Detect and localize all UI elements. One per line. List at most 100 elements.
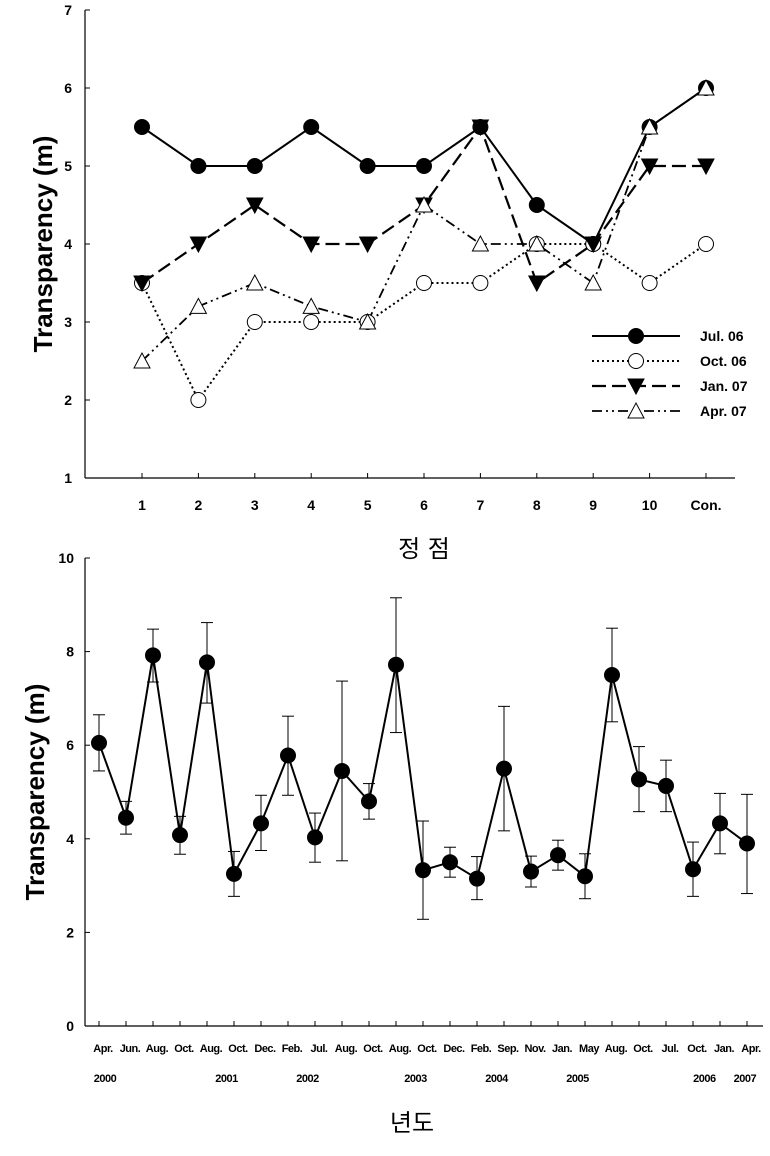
chart-1-data-point — [246, 158, 263, 174]
chart-1-xtick-label: 4 — [307, 497, 315, 513]
chart-1-data-point — [358, 312, 377, 330]
chart-1-data-point — [303, 119, 320, 135]
chart-1-data-point — [133, 351, 151, 369]
chart-2-ytick-label: 4 — [66, 831, 74, 847]
chart-1-data-point — [416, 158, 432, 174]
chart-2-xtick-label: Aug. — [146, 1043, 169, 1055]
chart-1-data-point — [190, 158, 207, 174]
chart-2-xtick-label: Dec. — [254, 1043, 276, 1055]
chart-1-ytick-label: 4 — [64, 236, 72, 252]
chart-2-year-label: 2005 — [566, 1073, 589, 1085]
chart-1: 1 2 3 4 5 6 7 1 2 3 4 5 6 7 8 9 10 Con. Jul. 06 Oct. 06 Ja… — [28, 2, 748, 563]
chart-1-data-point — [133, 275, 151, 293]
chart-1-xtick-label: 1 — [138, 497, 146, 513]
chart-2-xtick-label: Oct. — [687, 1043, 707, 1055]
chart-2-xlabel: 년도 — [390, 1109, 434, 1137]
chart-1-data-point — [415, 195, 433, 213]
chart-2-data-point — [145, 647, 161, 664]
chart-2-year-label: 2004 — [485, 1073, 509, 1085]
chart-1-data-point — [640, 158, 659, 176]
chart-2-data-point — [442, 854, 458, 871]
chart-2-year-label: 2003 — [404, 1073, 427, 1085]
chart-1-xtick-label: 2 — [195, 497, 203, 513]
chart-2-xtick-label: Dec. — [443, 1043, 465, 1055]
chart-1-ylabel: Transparency (m) — [28, 136, 58, 353]
chart-1-xlabel: 정 점 — [398, 535, 450, 563]
chart-2-xtick-label: Jun. — [120, 1043, 141, 1055]
chart-1-xtick-label: 5 — [364, 497, 372, 513]
chart-1-data-point — [416, 275, 432, 291]
chart-1-xtick-label: 7 — [477, 497, 485, 513]
chart-1-ytick-label: 3 — [64, 314, 72, 330]
chart-1-data-point — [527, 234, 546, 252]
chart-1-data-point — [584, 273, 603, 291]
chart-1-xtick-label: 8 — [533, 497, 541, 513]
chart-2-xtick-label: Aug. — [605, 1043, 628, 1055]
chart-2-xtick-label: Oct. — [633, 1043, 653, 1055]
chart-2-data-point — [550, 847, 566, 864]
chart-1-data-point — [303, 314, 320, 330]
chart-2-xtick-label: May — [579, 1043, 600, 1055]
chart-1-xtick-label: 10 — [642, 497, 658, 513]
chart-1-data-point — [189, 297, 208, 314]
chart-1-ytick-label: 7 — [64, 2, 72, 18]
chart-2-year-label: 2002 — [296, 1073, 319, 1085]
chart-2-ytick-label: 0 — [66, 1018, 74, 1034]
chart-1-xtick-label: 3 — [251, 497, 259, 513]
chart-1-data-point — [641, 275, 658, 291]
legend-label: Apr. 07 — [700, 403, 747, 419]
chart-2-data-point — [739, 835, 755, 852]
chart-2-ytick-label: 8 — [66, 644, 74, 660]
chart-2-data-point — [577, 868, 593, 885]
chart-1-data-point — [190, 392, 207, 408]
chart-2-xtick-label: Oct. — [417, 1043, 437, 1055]
chart-1-data-point — [302, 297, 321, 314]
chart-2-data-point — [91, 734, 107, 751]
chart-2-xtick-label: Oct. — [363, 1043, 383, 1055]
legend-marker — [627, 378, 645, 396]
chart-1-series-line — [141, 243, 707, 402]
chart-2-xtick-label: Feb. — [282, 1043, 303, 1055]
chart-2-xtick-label: Feb. — [471, 1043, 492, 1055]
chart-2-data-point — [199, 654, 215, 671]
chart-1-data-point — [245, 273, 264, 291]
chart-2-ytick-label: 6 — [66, 737, 74, 753]
chart-2-data-point — [523, 863, 539, 880]
chart-1-xtick-label: 6 — [420, 497, 428, 513]
chart-2-data-point — [631, 771, 647, 788]
chart-2-data-point — [685, 861, 701, 878]
chart-2-data-point — [604, 667, 620, 683]
chart-2-data-point — [118, 809, 134, 826]
chart-1-data-point — [245, 197, 264, 215]
chart-1-data-point — [246, 314, 263, 330]
chart-2-xtick-label: Aug. — [389, 1043, 412, 1055]
legend-marker — [628, 328, 644, 344]
chart-1-data-point — [359, 158, 376, 174]
chart-1-data-point — [527, 275, 546, 293]
chart-2-data-point — [307, 829, 323, 846]
chart-2-ytick-label: 2 — [66, 924, 74, 940]
legend-label: Oct. 06 — [700, 353, 747, 369]
chart-1-ytick-label: 2 — [64, 392, 72, 408]
chart-2-xtick-label: Nov. — [524, 1043, 545, 1055]
chart-2-data-point — [226, 865, 242, 882]
legend-label: Jan. 07 — [700, 378, 748, 394]
chart-2-xtick-label: Apr. — [93, 1043, 113, 1055]
chart-2-data-point — [172, 827, 188, 844]
chart-1-data-point — [471, 119, 490, 137]
chart-2-data-point — [253, 815, 269, 832]
chart-2-year-label: 2007 — [734, 1073, 757, 1085]
chart-1-ytick-label: 1 — [64, 470, 72, 486]
chart-2-data-point — [388, 656, 404, 673]
chart-1-data-point — [584, 236, 603, 254]
chart-2-year-label: 2000 — [94, 1073, 117, 1085]
chart-2-data-point — [658, 777, 674, 794]
chart-2-xtick-label: Jan. — [552, 1043, 572, 1055]
chart-1-data-point — [472, 275, 489, 291]
chart-2-data-point — [361, 793, 377, 810]
chart-2-data-point — [469, 870, 485, 887]
chart-1-data-point — [640, 117, 659, 135]
chart-2-xtick-label: Sep. — [497, 1043, 519, 1055]
chart-2-xtick-label: Aug. — [335, 1043, 358, 1055]
